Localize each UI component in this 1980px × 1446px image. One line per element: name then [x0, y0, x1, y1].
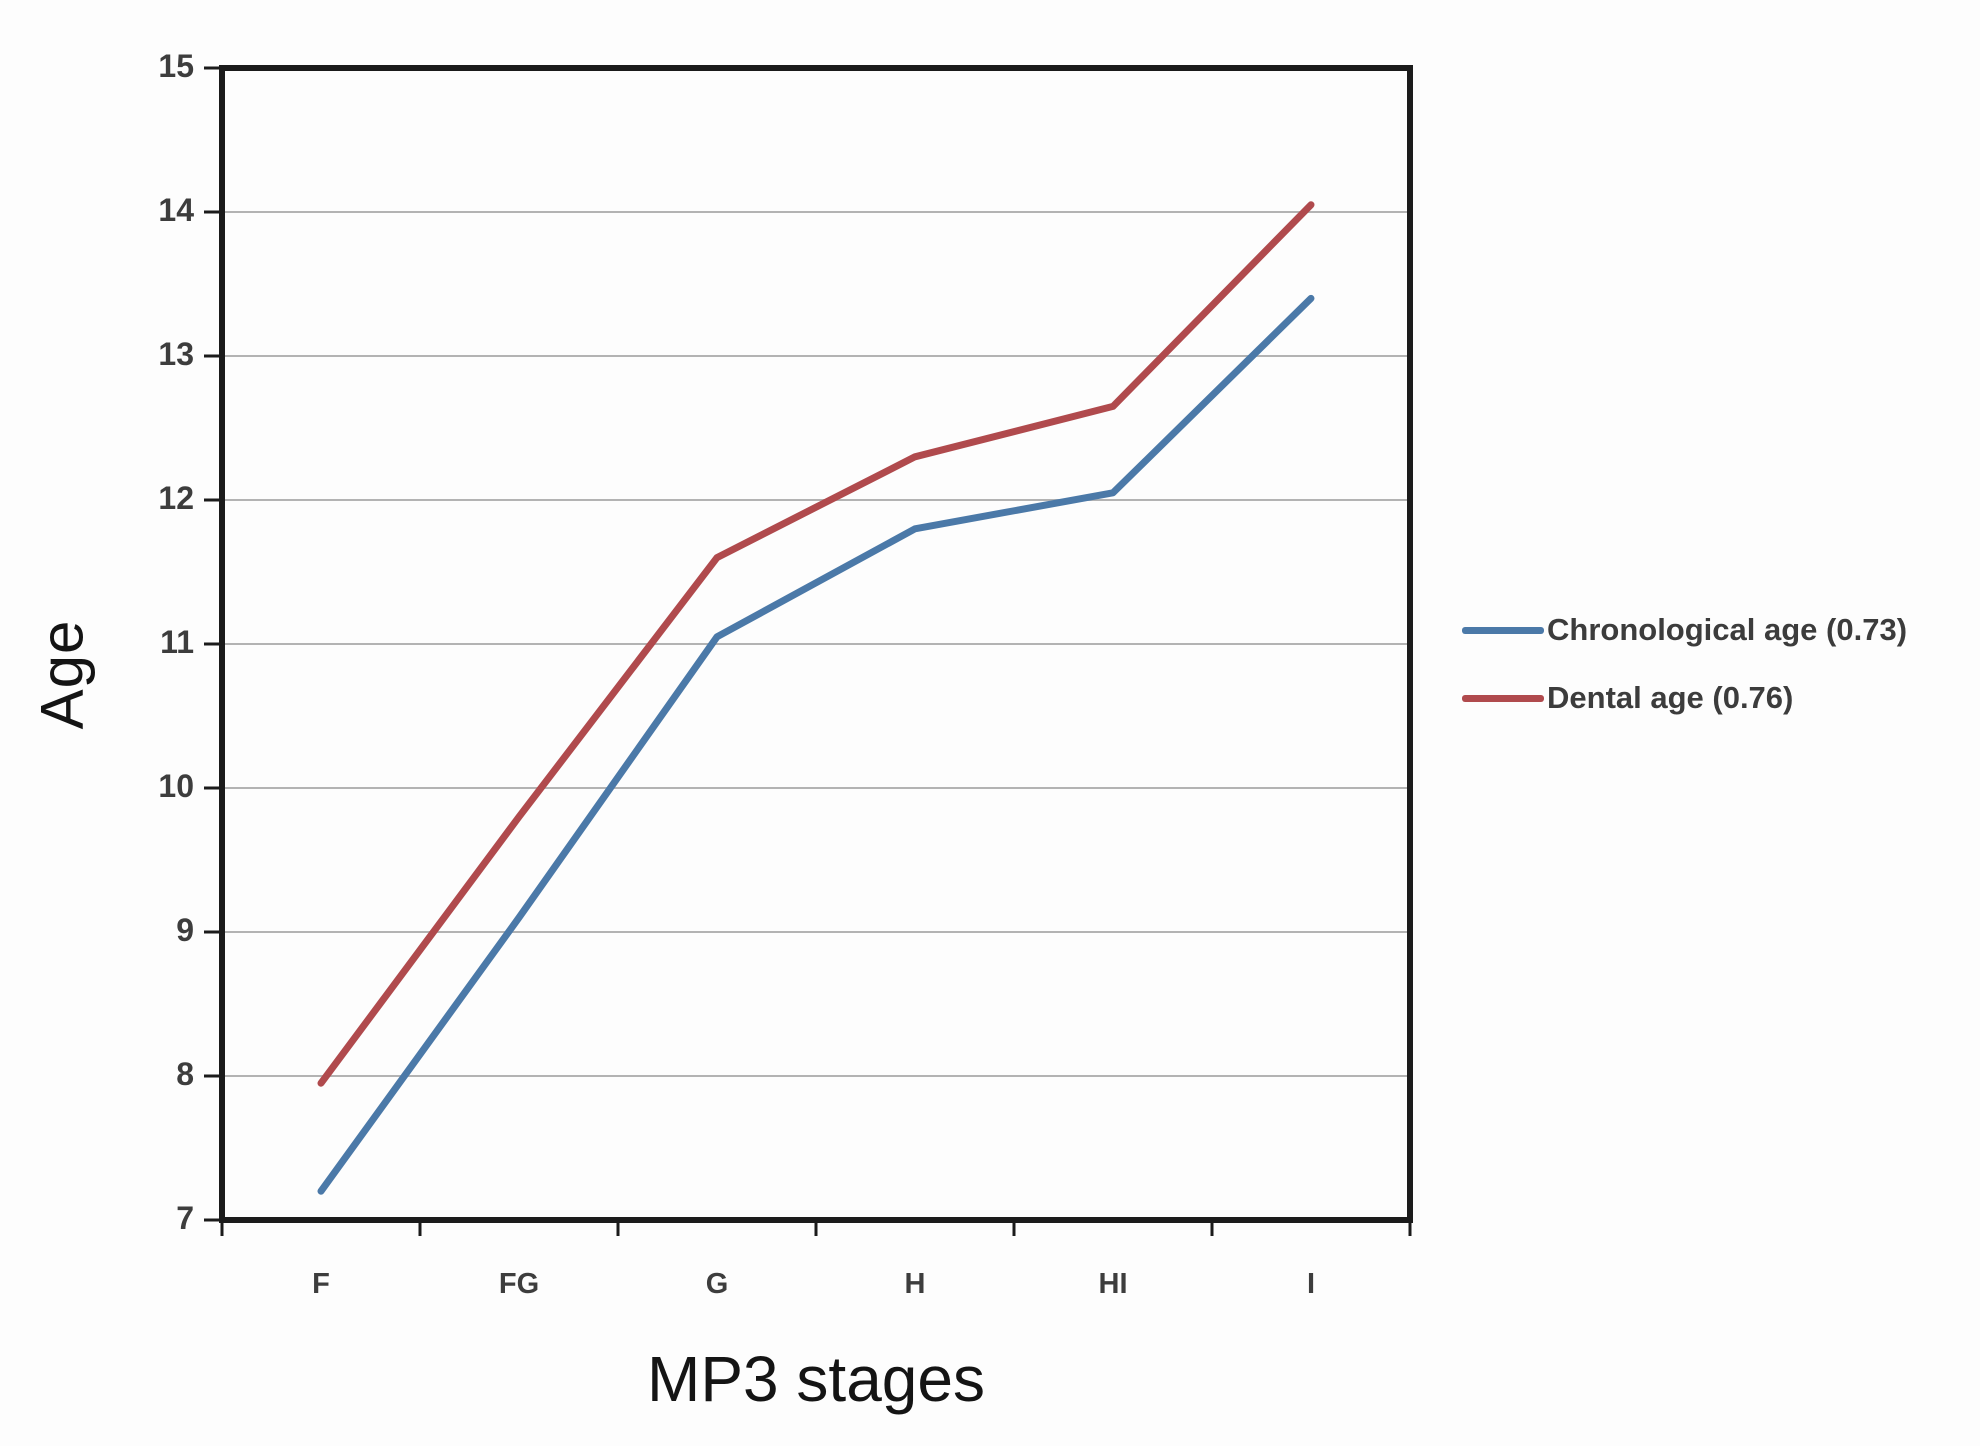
x-tick-label: I — [1306, 1268, 1316, 1300]
x-tick-label: HI — [1098, 1268, 1128, 1300]
legend-swatch-icon — [1462, 626, 1544, 634]
x-tick-label: FG — [498, 1268, 540, 1300]
y-tick-label: 10 — [158, 768, 194, 804]
legend-swatch-icon — [1462, 694, 1544, 702]
plot-frame — [219, 65, 1413, 1223]
y-tick-label: 11 — [160, 624, 194, 660]
series-line-0 — [317, 294, 1315, 1195]
x-tick-label: H — [904, 1268, 926, 1300]
legend-label: Dental age (0.76) — [1547, 680, 1794, 715]
legend-item-1: Dental age (0.76) — [1462, 680, 1907, 716]
x-axis-title: MP3 stages — [647, 1343, 985, 1415]
y-tick-label: 13 — [158, 336, 194, 372]
series-line-1 — [317, 201, 1315, 1087]
y-tick-label: 8 — [176, 1056, 194, 1092]
y-axis-title: Age — [28, 619, 96, 730]
x-tick-label: F — [312, 1268, 330, 1300]
y-tick-label: 14 — [158, 192, 194, 228]
y-tick-label: 15 — [158, 48, 194, 84]
y-tick-label: 7 — [176, 1200, 194, 1236]
legend-label: Chronological age (0.73) — [1547, 612, 1908, 647]
x-tick-label: G — [705, 1268, 729, 1300]
legend-item-0: Chronological age (0.73) — [1462, 612, 1907, 648]
y-tick-label: 12 — [158, 480, 194, 516]
legend: Chronological age (0.73) Dental age (0.76… — [1462, 612, 1907, 716]
y-tick-label: 9 — [176, 912, 194, 948]
